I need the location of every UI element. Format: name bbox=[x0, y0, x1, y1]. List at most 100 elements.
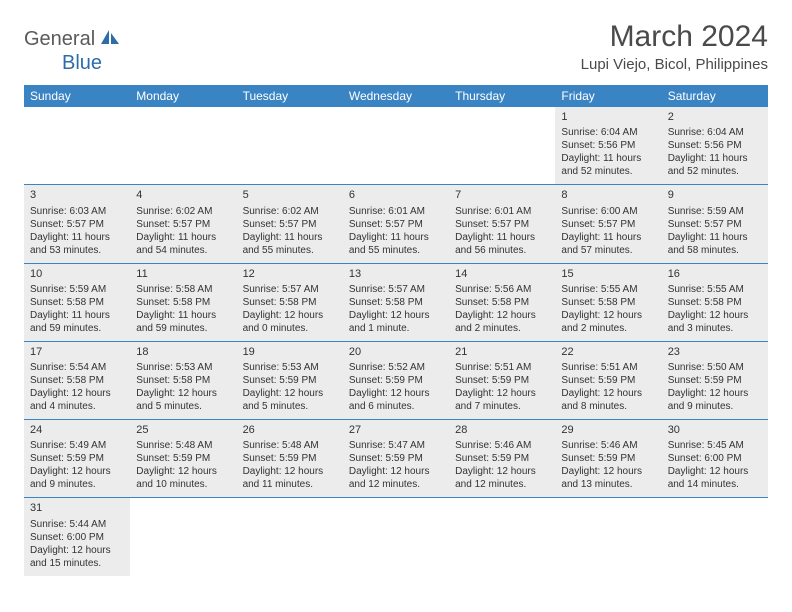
daylight-text: Daylight: 12 hours and 7 minutes. bbox=[455, 387, 549, 413]
daylight-text: Daylight: 12 hours and 6 minutes. bbox=[349, 387, 443, 413]
sunset-text: Sunset: 6:00 PM bbox=[30, 531, 124, 544]
daylight-text: Daylight: 11 hours and 53 minutes. bbox=[30, 231, 124, 257]
daylight-text: Daylight: 12 hours and 2 minutes. bbox=[455, 309, 549, 335]
sunrise-text: Sunrise: 5:51 AM bbox=[455, 361, 549, 374]
daylight-text: Daylight: 12 hours and 5 minutes. bbox=[243, 387, 337, 413]
day-number: 22 bbox=[561, 345, 655, 359]
calendar-cell: 6Sunrise: 6:01 AMSunset: 5:57 PMDaylight… bbox=[343, 185, 449, 263]
sunset-text: Sunset: 5:59 PM bbox=[243, 452, 337, 465]
sunrise-text: Sunrise: 6:01 AM bbox=[455, 205, 549, 218]
calendar-cell: 19Sunrise: 5:53 AMSunset: 5:59 PMDayligh… bbox=[237, 341, 343, 419]
day-number: 7 bbox=[455, 188, 549, 202]
day-number: 18 bbox=[136, 345, 230, 359]
sunset-text: Sunset: 5:59 PM bbox=[349, 374, 443, 387]
calendar-cell: 13 Sunrise: 5:57 AMSunset: 5:58 PMDayligh… bbox=[343, 263, 449, 341]
calendar-cell-empty bbox=[130, 498, 236, 576]
daylight-text: Daylight: 12 hours and 1 minute. bbox=[349, 309, 443, 335]
sunset-text: Sunset: 5:59 PM bbox=[455, 374, 549, 387]
calendar-week-row: 24Sunrise: 5:49 AMSunset: 5:59 PMDayligh… bbox=[24, 420, 768, 498]
day-number: 4 bbox=[136, 188, 230, 202]
calendar-table: SundayMondayTuesdayWednesdayThursdayFrid… bbox=[24, 85, 768, 576]
sunrise-text: Sunrise: 5:48 AM bbox=[243, 439, 337, 452]
calendar-cell: 10Sunrise: 5:59 AMSunset: 5:58 PMDayligh… bbox=[24, 263, 130, 341]
calendar-cell-empty bbox=[343, 107, 449, 185]
sunset-text: Sunset: 5:58 PM bbox=[30, 296, 124, 309]
calendar-cell-empty bbox=[449, 498, 555, 576]
calendar-cell: 16Sunrise: 5:55 AMSunset: 5:58 PMDayligh… bbox=[662, 263, 768, 341]
day-number: 31 bbox=[30, 501, 124, 515]
sunset-text: Sunset: 5:59 PM bbox=[668, 374, 762, 387]
day-number: 20 bbox=[349, 345, 443, 359]
daylight-text: Daylight: 11 hours and 52 minutes. bbox=[561, 152, 655, 178]
calendar-cell-empty bbox=[237, 107, 343, 185]
sunrise-text: Sunrise: 6:03 AM bbox=[30, 205, 124, 218]
sunset-text: Sunset: 5:58 PM bbox=[243, 296, 337, 309]
calendar-cell: 31Sunrise: 5:44 AMSunset: 6:00 PMDayligh… bbox=[24, 498, 130, 576]
sunrise-text: Sunrise: 5:50 AM bbox=[668, 361, 762, 374]
sunset-text: Sunset: 5:59 PM bbox=[561, 452, 655, 465]
day-number: 24 bbox=[30, 423, 124, 437]
calendar-cell: 5Sunrise: 6:02 AMSunset: 5:57 PMDaylight… bbox=[237, 185, 343, 263]
sunrise-text: Sunrise: 5:58 AM bbox=[136, 283, 230, 296]
calendar-header-row: SundayMondayTuesdayWednesdayThursdayFrid… bbox=[24, 85, 768, 107]
calendar-cell: 23Sunrise: 5:50 AMSunset: 5:59 PMDayligh… bbox=[662, 341, 768, 419]
day-number: 9 bbox=[668, 188, 762, 202]
day-number: 26 bbox=[243, 423, 337, 437]
calendar-cell: 17Sunrise: 5:54 AMSunset: 5:58 PMDayligh… bbox=[24, 341, 130, 419]
day-number: 3 bbox=[30, 188, 124, 202]
calendar-cell: 30Sunrise: 5:45 AMSunset: 6:00 PMDayligh… bbox=[662, 420, 768, 498]
calendar-cell: 14Sunrise: 5:56 AMSunset: 5:58 PMDayligh… bbox=[449, 263, 555, 341]
sunrise-text: Sunrise: 5:47 AM bbox=[349, 439, 443, 452]
sunset-text: Sunset: 5:57 PM bbox=[455, 218, 549, 231]
sunrise-text: Sunrise: 5:57 AM bbox=[349, 283, 443, 296]
calendar-cell: 27Sunrise: 5:47 AMSunset: 5:59 PMDayligh… bbox=[343, 420, 449, 498]
day-number: 8 bbox=[561, 188, 655, 202]
daylight-text: Daylight: 11 hours and 59 minutes. bbox=[136, 309, 230, 335]
sunrise-text: Sunrise: 5:59 AM bbox=[668, 205, 762, 218]
calendar-cell: 3Sunrise: 6:03 AMSunset: 5:57 PMDaylight… bbox=[24, 185, 130, 263]
sunrise-text: Sunrise: 5:57 AM bbox=[243, 283, 337, 296]
sunrise-text: Sunrise: 6:01 AM bbox=[349, 205, 443, 218]
day-header: Monday bbox=[130, 85, 236, 107]
sunrise-text: Sunrise: 5:46 AM bbox=[561, 439, 655, 452]
day-number: 13 bbox=[349, 267, 443, 281]
day-header: Sunday bbox=[24, 85, 130, 107]
sunrise-text: Sunrise: 5:55 AM bbox=[668, 283, 762, 296]
sunset-text: Sunset: 5:59 PM bbox=[243, 374, 337, 387]
logo-text-blue: Blue bbox=[62, 52, 102, 74]
sunrise-text: Sunrise: 6:00 AM bbox=[561, 205, 655, 218]
sunset-text: Sunset: 5:59 PM bbox=[349, 452, 443, 465]
calendar-week-row: 10Sunrise: 5:59 AMSunset: 5:58 PMDayligh… bbox=[24, 263, 768, 341]
sunset-text: Sunset: 5:56 PM bbox=[561, 139, 655, 152]
calendar-cell: 26 Sunrise: 5:48 AMSunset: 5:59 PMDayligh… bbox=[237, 420, 343, 498]
sunrise-text: Sunrise: 5:49 AM bbox=[30, 439, 124, 452]
daylight-text: Daylight: 11 hours and 56 minutes. bbox=[455, 231, 549, 257]
logo-sail-icon bbox=[99, 28, 121, 51]
day-number: 2 bbox=[668, 110, 762, 124]
sunrise-text: Sunrise: 5:55 AM bbox=[561, 283, 655, 296]
daylight-text: Daylight: 12 hours and 9 minutes. bbox=[30, 465, 124, 491]
day-number: 29 bbox=[561, 423, 655, 437]
day-number: 23 bbox=[668, 345, 762, 359]
daylight-text: Daylight: 12 hours and 2 minutes. bbox=[561, 309, 655, 335]
sunset-text: Sunset: 5:59 PM bbox=[561, 374, 655, 387]
calendar-cell-empty bbox=[449, 107, 555, 185]
sunrise-text: Sunrise: 5:53 AM bbox=[243, 361, 337, 374]
calendar-cell: 28Sunrise: 5:46 AMSunset: 5:59 PMDayligh… bbox=[449, 420, 555, 498]
calendar-cell: 1Sunrise: 6:04 AMSunset: 5:56 PMDaylight… bbox=[555, 107, 661, 185]
sunset-text: Sunset: 5:58 PM bbox=[349, 296, 443, 309]
daylight-text: Daylight: 12 hours and 4 minutes. bbox=[30, 387, 124, 413]
sunrise-text: Sunrise: 5:52 AM bbox=[349, 361, 443, 374]
daylight-text: Daylight: 12 hours and 13 minutes. bbox=[561, 465, 655, 491]
calendar-cell: 2Sunrise: 6:04 AMSunset: 5:56 PMDaylight… bbox=[662, 107, 768, 185]
sunrise-text: Sunrise: 5:44 AM bbox=[30, 518, 124, 531]
daylight-text: Daylight: 12 hours and 11 minutes. bbox=[243, 465, 337, 491]
day-header: Tuesday bbox=[237, 85, 343, 107]
calendar-cell: 22Sunrise: 5:51 AMSunset: 5:59 PMDayligh… bbox=[555, 341, 661, 419]
daylight-text: Daylight: 11 hours and 52 minutes. bbox=[668, 152, 762, 178]
sunrise-text: Sunrise: 6:02 AM bbox=[243, 205, 337, 218]
sunset-text: Sunset: 5:59 PM bbox=[455, 452, 549, 465]
sunrise-text: Sunrise: 5:46 AM bbox=[455, 439, 549, 452]
month-title: March 2024 bbox=[581, 20, 768, 54]
sunset-text: Sunset: 5:58 PM bbox=[668, 296, 762, 309]
